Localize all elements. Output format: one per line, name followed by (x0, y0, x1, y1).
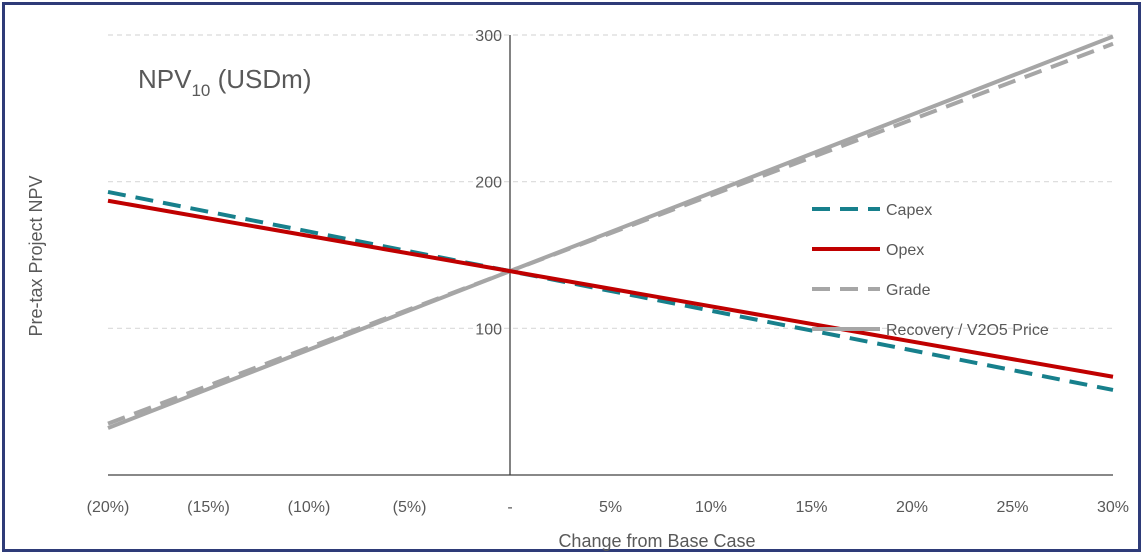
y-tick-labels: 300 200 100 (475, 28, 502, 338)
legend-label: Grade (886, 282, 931, 299)
x-tick-label: 15% (795, 499, 827, 516)
legend: Capex Opex Grade Recovery / V2O5 Price (812, 202, 1049, 339)
x-tick-labels: (20%) (15%) (10%) (5%) - 5% 10% 15% 20% 25% 30% (87, 499, 1129, 516)
gridlines (108, 34, 1113, 329)
y-tick-label: 100 (475, 321, 502, 338)
y-axis-title: Pre-tax Project NPV (26, 175, 46, 336)
legend-label: Recovery / V2O5 Price (886, 322, 1049, 339)
legend-label: Capex (886, 202, 932, 219)
x-tick-label: (20%) (87, 499, 130, 516)
x-tick-label: 30% (1097, 499, 1129, 516)
series-line-recovery-v2o5-price (107, 34, 1114, 430)
x-tick-label: (10%) (288, 499, 331, 516)
series-line-opex (107, 198, 1114, 379)
y-tick-label: 200 (475, 175, 502, 192)
series-lines (107, 34, 1114, 430)
series-line-capex (107, 189, 1114, 392)
x-tick-label: 20% (896, 499, 928, 516)
axes (108, 35, 1113, 476)
chart-frame (2, 2, 1141, 552)
legend-label: Opex (886, 242, 924, 259)
x-tick-label: 25% (996, 499, 1028, 516)
x-tick-label: (5%) (393, 499, 427, 516)
x-tick-label: 5% (599, 499, 622, 516)
x-tick-label: (15%) (187, 499, 230, 516)
y-tick-label: 300 (475, 28, 502, 45)
x-tick-label: 10% (695, 499, 727, 516)
x-tick-label: - (507, 499, 512, 516)
chart-title: NPV10 (USDm) (138, 64, 311, 100)
x-axis-title: Change from Base Case (558, 531, 755, 551)
